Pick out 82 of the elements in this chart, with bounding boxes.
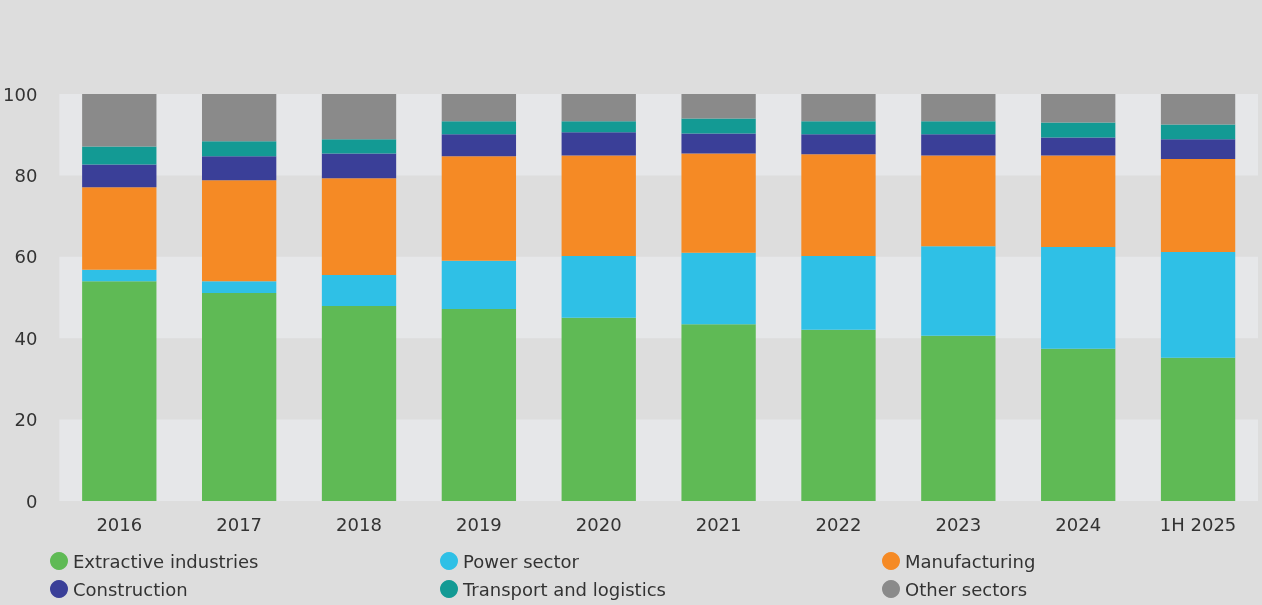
bar bbox=[561, 155, 636, 256]
bar bbox=[321, 94, 397, 140]
bar bbox=[561, 255, 636, 318]
bar bbox=[1041, 122, 1116, 138]
bar bbox=[1041, 348, 1116, 501]
bar bbox=[321, 139, 397, 154]
bar bbox=[681, 133, 756, 154]
bar bbox=[921, 134, 996, 156]
x-tick-label: 2018 bbox=[336, 513, 382, 535]
bar bbox=[441, 94, 517, 122]
y-tick-label: 20 bbox=[14, 409, 38, 431]
y-tick-label: 40 bbox=[14, 327, 38, 349]
bar bbox=[1160, 357, 1236, 501]
x-tick-label: 1H 2025 bbox=[1159, 513, 1237, 535]
bar bbox=[801, 121, 876, 135]
bar bbox=[202, 94, 277, 142]
y-tick-label: 0 bbox=[25, 490, 38, 512]
bar bbox=[561, 317, 636, 501]
bar bbox=[681, 252, 756, 325]
bar bbox=[921, 94, 996, 122]
x-tick-label: 2021 bbox=[695, 513, 742, 535]
bar bbox=[1041, 247, 1116, 349]
bar bbox=[441, 260, 517, 309]
bar bbox=[82, 164, 157, 188]
bar bbox=[921, 121, 996, 135]
bar bbox=[1041, 155, 1116, 248]
legend-label: Construction bbox=[73, 578, 188, 600]
bar bbox=[1160, 251, 1236, 358]
bar bbox=[681, 324, 756, 501]
legend-label: Other sectors bbox=[905, 578, 1028, 600]
bar bbox=[202, 156, 277, 181]
bar bbox=[441, 134, 517, 157]
bar bbox=[202, 141, 277, 157]
bar bbox=[82, 269, 157, 282]
x-tick-label: 2020 bbox=[575, 513, 622, 535]
bar bbox=[1160, 159, 1236, 252]
y-tick-label: 100 bbox=[3, 83, 38, 105]
bar bbox=[801, 94, 876, 122]
y-tick-label: 60 bbox=[14, 246, 38, 268]
y-tick-label: 80 bbox=[14, 164, 38, 186]
x-tick-label: 2017 bbox=[216, 513, 263, 535]
bar bbox=[1160, 124, 1236, 140]
bar bbox=[202, 293, 277, 501]
bar bbox=[681, 118, 756, 134]
bar bbox=[321, 153, 397, 179]
x-tick-label: 2024 bbox=[1055, 513, 1102, 535]
bar bbox=[1160, 139, 1236, 160]
bar bbox=[681, 94, 756, 119]
bar bbox=[681, 153, 756, 253]
bar bbox=[82, 146, 157, 165]
legend-label: Extractive industries bbox=[73, 550, 259, 572]
x-tick-label: 2016 bbox=[96, 513, 143, 535]
x-tick-label: 2019 bbox=[455, 513, 502, 535]
bar bbox=[561, 121, 636, 133]
bar bbox=[1160, 94, 1236, 125]
legend-label: Power sector bbox=[463, 550, 580, 572]
bar bbox=[321, 275, 397, 307]
bar bbox=[1041, 137, 1116, 156]
bar bbox=[82, 281, 157, 501]
legend-label: Transport and logistics bbox=[462, 578, 666, 600]
bar bbox=[202, 180, 277, 282]
legend-label: Manufacturing bbox=[905, 550, 1036, 572]
bar bbox=[801, 255, 876, 330]
bar bbox=[321, 306, 397, 501]
x-tick-label: 2022 bbox=[815, 513, 862, 535]
bar bbox=[921, 335, 996, 501]
bar bbox=[921, 155, 996, 247]
bar bbox=[921, 246, 996, 336]
bar bbox=[441, 156, 517, 261]
bar bbox=[202, 281, 277, 294]
bar bbox=[441, 121, 517, 135]
bar bbox=[321, 178, 397, 276]
bar bbox=[441, 308, 517, 501]
bar bbox=[801, 329, 876, 501]
bar bbox=[82, 94, 157, 147]
bar bbox=[561, 94, 636, 122]
x-tick-label: 2023 bbox=[935, 513, 982, 535]
bar bbox=[801, 154, 876, 256]
bar bbox=[801, 134, 876, 155]
bar bbox=[561, 132, 636, 156]
bar bbox=[1041, 94, 1116, 123]
bar bbox=[82, 187, 157, 270]
